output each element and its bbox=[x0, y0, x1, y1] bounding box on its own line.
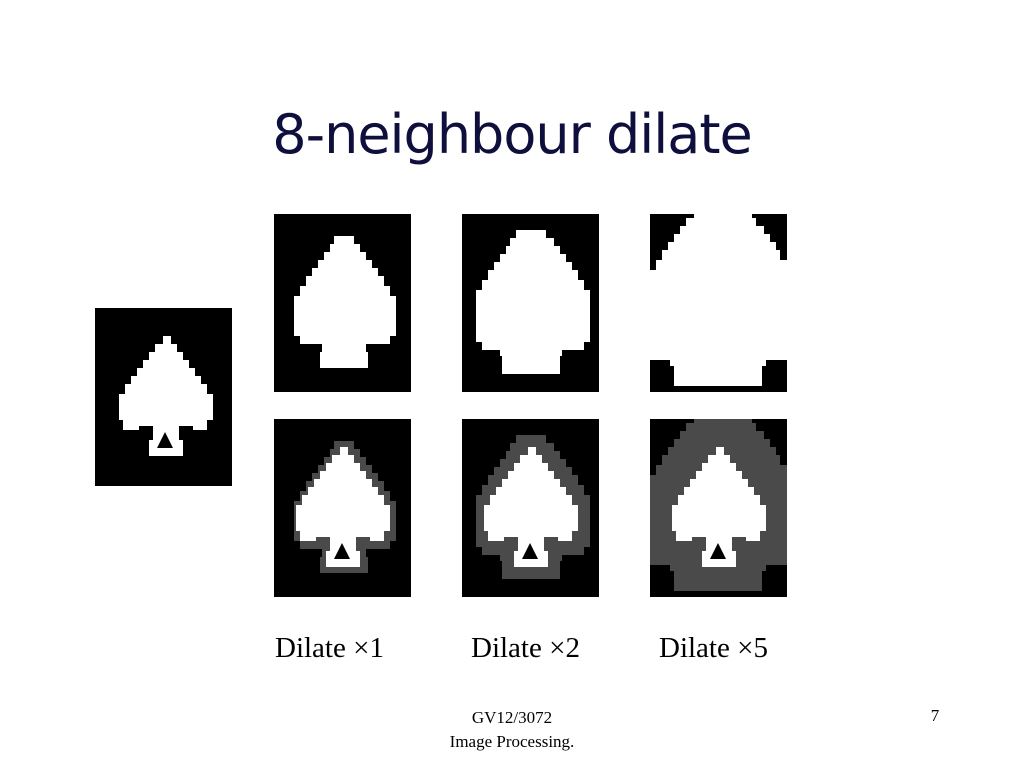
original-spade-image bbox=[95, 308, 232, 486]
caption-dilate-x2: Dilate ×2 bbox=[471, 632, 580, 664]
course-name: Image Processing. bbox=[449, 732, 575, 751]
slide-footer: GV12/3072 Image Processing. bbox=[412, 706, 612, 754]
dilate-x5-overlay bbox=[650, 419, 787, 597]
caption-dilate-x5: Dilate ×5 bbox=[659, 632, 768, 664]
dilate-x2-overlay bbox=[462, 419, 599, 597]
page-title: 8-neighbour dilate bbox=[272, 103, 752, 166]
caption-dilate-x1: Dilate ×1 bbox=[275, 632, 384, 664]
dilate-x1-overlay bbox=[274, 419, 411, 597]
page-number: 7 bbox=[930, 706, 940, 725]
course-code: GV12/3072 bbox=[471, 708, 553, 727]
dilate-x2-result bbox=[462, 214, 599, 392]
dilate-x5-result bbox=[650, 214, 787, 392]
dilate-x1-result bbox=[274, 214, 411, 392]
